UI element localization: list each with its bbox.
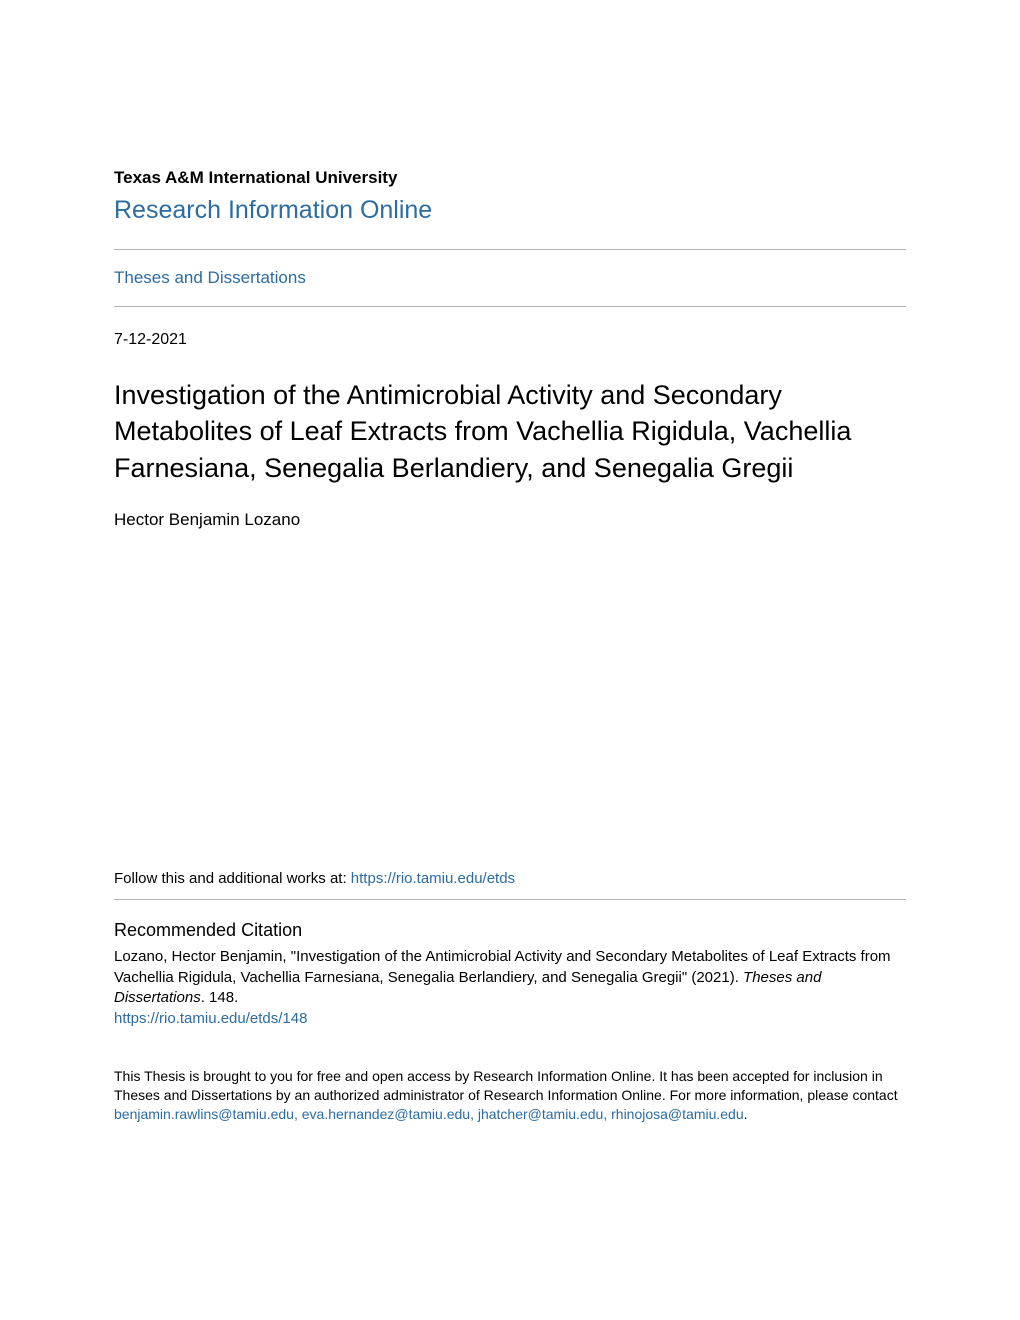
footer-note: This Thesis is brought to you for free a… [114, 1067, 906, 1124]
footer-text-after: . [744, 1106, 748, 1122]
follow-line: Follow this and additional works at: htt… [114, 870, 906, 887]
document-title: Investigation of the Antimicrobial Activ… [114, 377, 906, 486]
follow-prefix: Follow this and additional works at: [114, 870, 351, 887]
footer-text-before: This Thesis is brought to you for free a… [114, 1068, 898, 1103]
repository-link[interactable]: Research Information Online [114, 196, 906, 225]
citation-after-italic: . 148. [201, 989, 239, 1006]
section-link-theses[interactable]: Theses and Dissertations [114, 250, 906, 306]
university-name: Texas A&M International University [114, 168, 906, 188]
author-name: Hector Benjamin Lozano [114, 510, 906, 530]
follow-url-link[interactable]: https://rio.tamiu.edu/etds [351, 870, 515, 887]
citation-text: Lozano, Hector Benjamin, "Investigation … [114, 947, 906, 1008]
divider-mid [114, 306, 906, 307]
page-container: Texas A&M International University Resea… [0, 0, 1020, 1184]
recommended-citation-heading: Recommended Citation [114, 920, 906, 941]
publication-date: 7-12-2021 [114, 331, 906, 349]
citation-permalink[interactable]: https://rio.tamiu.edu/etds/148 [114, 1010, 906, 1027]
divider-bottom [114, 899, 906, 900]
footer-contact-emails[interactable]: benjamin.rawlins@tamiu.edu, eva.hernande… [114, 1106, 744, 1122]
